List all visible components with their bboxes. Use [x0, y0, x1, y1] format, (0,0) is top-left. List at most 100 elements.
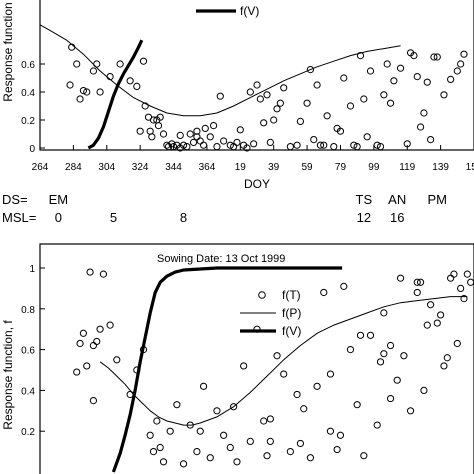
bottom-ft-point: [373, 421, 381, 429]
top-ft-point: [340, 74, 348, 82]
stage-name: TS: [356, 192, 373, 207]
bottom-ft-point: [149, 448, 158, 456]
top-ft-point: [276, 99, 284, 107]
top-ft-point: [210, 122, 218, 130]
top-x-tick-label: 139: [432, 162, 449, 173]
top-ft-point: [360, 95, 368, 103]
top-ft-point: [390, 77, 398, 85]
bottom-ft-point: [393, 376, 401, 384]
top-fv-line: [87, 39, 144, 150]
top-ft-point: [116, 60, 124, 68]
top-ft-point: [383, 60, 391, 68]
top-x-axis-label: DOY: [244, 177, 270, 191]
top-ft-point: [136, 127, 144, 135]
top-ft-point: [193, 127, 201, 135]
bottom-ft-point: [240, 362, 248, 370]
top-ft-point: [196, 137, 204, 145]
bottom-ft-point: [400, 352, 408, 360]
bottom-ft-point: [386, 341, 395, 350]
top-ft-point: [323, 112, 331, 120]
bottom-ft-point: [433, 319, 441, 327]
top-ft-point: [310, 136, 318, 144]
top-ft-point: [440, 91, 448, 99]
bottom-ft-point: [427, 301, 435, 309]
bottom-ft-point: [406, 407, 415, 415]
bottom-ft-point: [73, 368, 81, 376]
bottom-ft-point: [266, 415, 274, 423]
bottom-ft-point: [166, 427, 174, 435]
top-ft-point: [133, 82, 141, 91]
top-ft-point: [199, 141, 208, 149]
top-ft-point: [273, 105, 281, 113]
top-ft-point: [260, 119, 268, 127]
bottom-ft-point: [113, 356, 121, 364]
top-ft-point: [66, 81, 74, 89]
top-ft-point: [356, 52, 365, 60]
bottom-ft-point: [263, 452, 271, 460]
top-ft-point: [213, 143, 221, 151]
top-ft-point: [270, 116, 278, 124]
top-ft-point: [256, 95, 264, 103]
top-ft-point: [447, 75, 455, 84]
bottom-ft-point: [380, 309, 388, 317]
bottom-ft-point: [306, 454, 315, 462]
bottom-ft-point: [460, 295, 468, 303]
top-ft-point: [106, 73, 114, 81]
top-x-tick-label: 79: [335, 162, 347, 173]
bottom-ft-point: [467, 278, 474, 286]
bottom-ft-point: [89, 341, 98, 350]
bottom-ft-point: [226, 443, 234, 452]
bottom-ft-point: [300, 405, 308, 413]
top-y-tick-label: 0: [29, 144, 35, 155]
bottom-ft-point: [146, 431, 154, 439]
bottom-ft-point: [260, 417, 268, 425]
bottom-ft-point: [230, 403, 238, 411]
top-y-axis-label: Response function: [1, 2, 15, 101]
top-ft-point: [93, 60, 101, 68]
bottom-legend-fv-label: f(V): [282, 324, 301, 338]
bottom-legend-ft-marker: [258, 291, 266, 299]
top-ft-point: [148, 133, 156, 141]
stage-name: PM: [428, 192, 448, 207]
bottom-legend-ft-label: f(T): [282, 288, 301, 302]
bottom-ft-point: [453, 339, 461, 348]
stage-name: AN: [388, 192, 406, 207]
top-x-tick-label: 324: [132, 162, 149, 173]
top-ft-point: [416, 123, 425, 131]
bottom-ft-point: [386, 394, 395, 403]
stage-name: EM: [49, 192, 69, 207]
stage-msl: 16: [390, 210, 404, 225]
stage-msl: 5: [110, 210, 117, 225]
top-x-tick-label: 19: [235, 162, 247, 173]
top-ft-point: [220, 137, 228, 145]
bottom-plot-frame: [39, 243, 474, 474]
bottom-legend: f(T) f(P) f(V): [240, 288, 301, 338]
top-ft-point: [373, 141, 381, 149]
top-ft-point: [186, 130, 194, 138]
top-ft-point: [263, 91, 271, 99]
bottom-ft-point: [213, 407, 221, 415]
top-ft-point: [306, 66, 315, 74]
bottom-ft-point: [106, 321, 114, 329]
top-x-tick-label: 284: [65, 162, 82, 173]
top-x-tick-label: 119: [399, 162, 415, 173]
top-ft-point: [280, 84, 288, 92]
bottom-y-tick-label: 1: [29, 264, 35, 275]
top-ft-point: [423, 78, 431, 86]
bottom-ft-point: [423, 321, 431, 329]
top-ft-point: [427, 136, 435, 144]
top-ft-point: [163, 141, 171, 149]
top-x-tick-label: 59: [302, 162, 314, 173]
bottom-ft-point: [360, 452, 368, 460]
top-ft-point: [250, 140, 258, 148]
top-x-tick-label: 304: [98, 162, 115, 173]
top-ft-point: [266, 138, 274, 146]
top-ft-point: [141, 102, 149, 110]
bottom-ft-point: [266, 437, 274, 445]
bottom-ft-point: [206, 454, 214, 462]
top-x-tick-label: 159: [466, 162, 474, 173]
bottom-ft-point: [413, 288, 421, 297]
bottom-ft-point: [86, 268, 94, 276]
bottom-ft-point: [396, 274, 405, 282]
top-ft-point: [243, 144, 251, 152]
